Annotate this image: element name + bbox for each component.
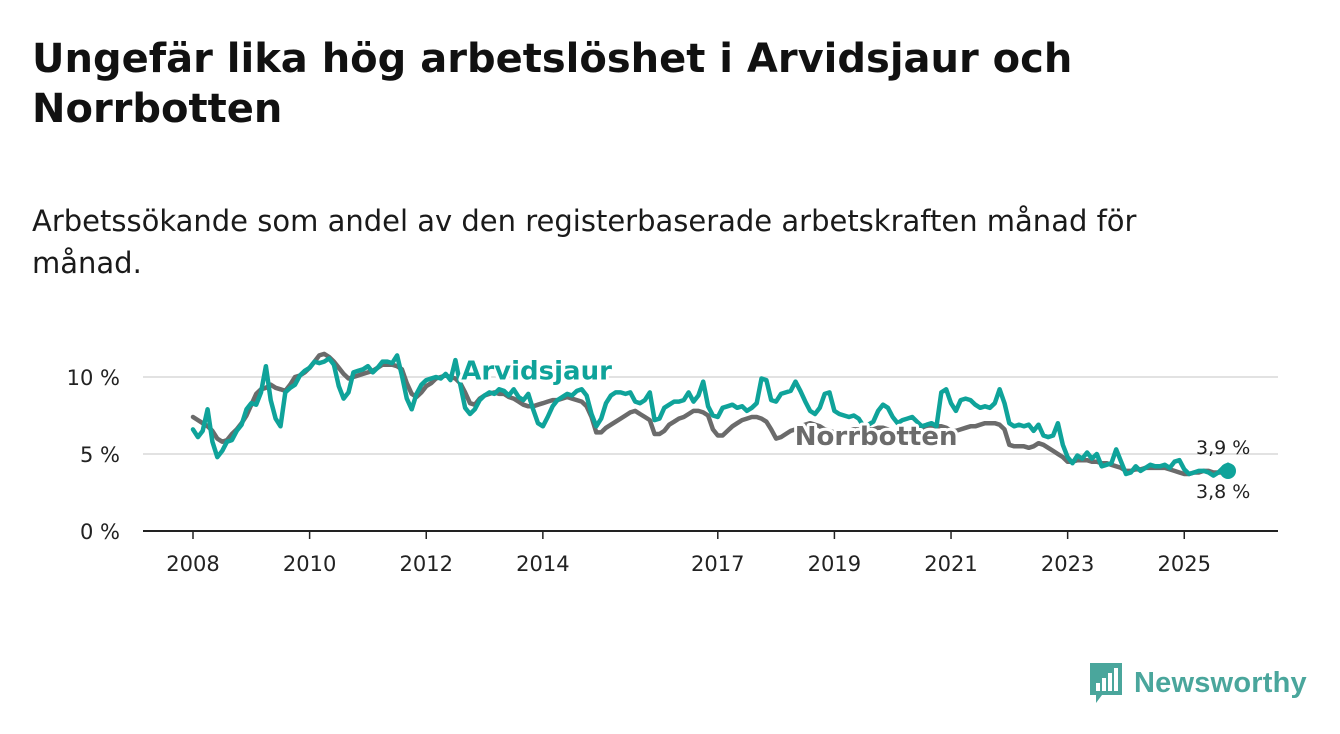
end-label-arvidsjaur: 3,9 %	[1196, 437, 1250, 459]
series-label-norrbotten-halo: Norrbotten	[795, 422, 958, 452]
series-line-arvidsjaur	[190, 353, 1231, 478]
x-tick-label: 2021	[924, 552, 977, 576]
bar-chart-speech-bubble-icon	[1090, 663, 1122, 703]
x-tick-label: 2012	[400, 552, 453, 576]
newsworthy-logo: Newsworthy	[1088, 660, 1307, 706]
axis-layer: 0 % 5 % 10 % 2008 2010 2012 2014 2017 2019 2021 20…	[67, 366, 1278, 576]
x-tick-label: 2008	[166, 552, 219, 576]
y-tick-label: 0 %	[80, 520, 120, 544]
x-tick-label: 2019	[808, 552, 861, 576]
line-chart: 0 % 5 % 10 % 2008 2010 2012 2014 2017 2019 2021 20…	[67, 351, 1278, 576]
chart-title: Ungefär lika hög arbetslöshet i Arvidsja…	[32, 36, 1073, 132]
x-tick-label: 2010	[283, 552, 336, 576]
x-tick-label: 2014	[516, 552, 569, 576]
series-label-arvidsjaur-halo: Arvidsjaur	[461, 356, 612, 386]
end-label-norrbotten: 3,8 %	[1196, 481, 1250, 503]
chart-subtitle: Arbetssökande som andel av den registerb…	[32, 204, 1137, 280]
y-tick-label: 10 %	[67, 366, 120, 390]
brand-name: Newsworthy	[1134, 666, 1307, 699]
x-tick-label: 2023	[1041, 552, 1094, 576]
series-line-norrbotten	[190, 351, 1231, 477]
x-tick-label: 2025	[1158, 552, 1211, 576]
series-end-marker	[1220, 462, 1236, 479]
series-label-arvidsjaur: Arvidsjaur	[461, 356, 612, 386]
series-layer	[190, 351, 1236, 479]
series-label-norrbotten: Norrbotten	[795, 422, 958, 452]
y-tick-label: 5 %	[80, 443, 120, 467]
label-layer: 3,9 %3,8 %ArvidsjaurArvidsjaurNorrbotten…	[458, 353, 1250, 503]
x-tick-label: 2017	[691, 552, 744, 576]
